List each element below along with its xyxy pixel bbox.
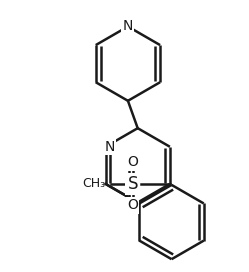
Text: N: N [123, 20, 133, 33]
Text: S: S [127, 175, 138, 193]
Text: O: O [127, 198, 138, 212]
Text: CH₃: CH₃ [82, 177, 105, 190]
Text: O: O [127, 155, 138, 169]
Text: N: N [104, 140, 115, 154]
